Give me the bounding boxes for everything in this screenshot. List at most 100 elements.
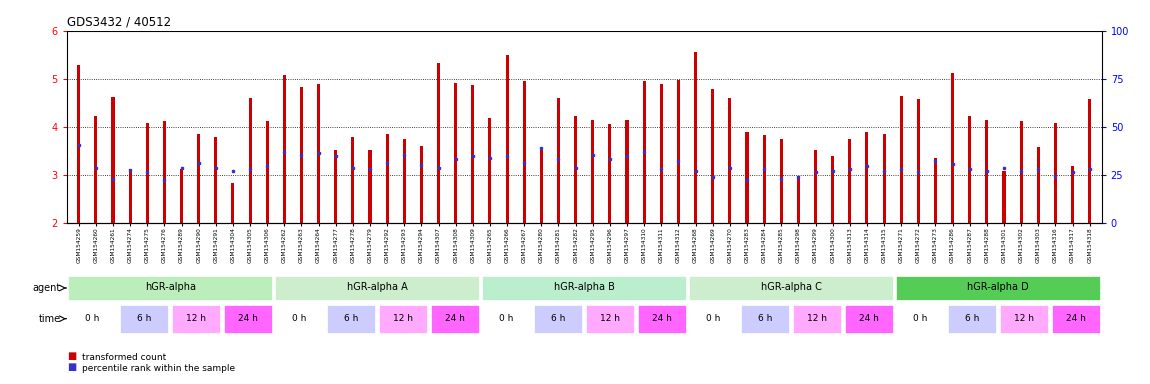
Bar: [437, 63, 440, 223]
Bar: [1071, 166, 1074, 223]
Bar: [968, 116, 972, 223]
Bar: [899, 96, 903, 223]
Bar: [695, 52, 697, 223]
Bar: [866, 131, 868, 223]
Bar: [129, 169, 131, 223]
Bar: [327, 305, 375, 333]
Text: 6 h: 6 h: [965, 314, 980, 323]
Bar: [1020, 121, 1022, 223]
Bar: [574, 116, 577, 223]
Bar: [214, 137, 217, 223]
Bar: [385, 134, 389, 223]
Bar: [831, 156, 834, 223]
Bar: [69, 305, 117, 333]
Bar: [483, 276, 687, 300]
Text: 24 h: 24 h: [238, 314, 258, 323]
Bar: [690, 276, 894, 300]
Bar: [797, 176, 800, 223]
Bar: [643, 81, 645, 223]
Text: 24 h: 24 h: [1066, 314, 1086, 323]
Text: agent: agent: [32, 283, 61, 293]
Bar: [283, 75, 286, 223]
Bar: [638, 305, 685, 333]
Bar: [711, 89, 714, 223]
Text: 0 h: 0 h: [706, 314, 721, 323]
Bar: [69, 276, 273, 300]
Bar: [454, 83, 458, 223]
Bar: [586, 305, 635, 333]
Text: 12 h: 12 h: [393, 314, 413, 323]
Bar: [780, 139, 783, 223]
Bar: [483, 305, 531, 333]
Bar: [793, 305, 842, 333]
Text: 12 h: 12 h: [186, 314, 206, 323]
Bar: [430, 305, 480, 333]
Text: percentile rank within the sample: percentile rank within the sample: [82, 364, 235, 373]
Bar: [762, 136, 766, 223]
Bar: [197, 134, 200, 223]
Bar: [882, 134, 886, 223]
Text: ■: ■: [67, 351, 76, 361]
Bar: [300, 88, 302, 223]
Text: GDS3432 / 40512: GDS3432 / 40512: [67, 15, 171, 28]
Bar: [897, 276, 1101, 300]
Text: hGR-alpha: hGR-alpha: [145, 283, 196, 293]
Bar: [472, 85, 474, 223]
Bar: [112, 97, 115, 223]
Bar: [745, 132, 749, 223]
Bar: [351, 137, 354, 223]
Bar: [986, 119, 989, 223]
Bar: [368, 150, 371, 223]
Bar: [849, 139, 851, 223]
Text: 12 h: 12 h: [600, 314, 620, 323]
Bar: [949, 305, 996, 333]
Text: 0 h: 0 h: [85, 314, 100, 323]
Bar: [539, 150, 543, 223]
Text: 0 h: 0 h: [913, 314, 928, 323]
Bar: [557, 98, 560, 223]
Bar: [917, 99, 920, 223]
Bar: [608, 124, 612, 223]
Bar: [535, 305, 583, 333]
Bar: [1088, 99, 1091, 223]
Bar: [626, 119, 629, 223]
Text: 24 h: 24 h: [859, 314, 879, 323]
Bar: [172, 305, 221, 333]
Bar: [934, 158, 937, 223]
Bar: [1051, 305, 1099, 333]
Bar: [677, 80, 680, 223]
Bar: [94, 116, 98, 223]
Text: time: time: [39, 314, 61, 324]
Text: ■: ■: [67, 362, 76, 372]
Bar: [1053, 123, 1057, 223]
Bar: [1003, 171, 1005, 223]
Bar: [121, 305, 169, 333]
Bar: [402, 139, 406, 223]
Text: hGR-alpha A: hGR-alpha A: [347, 283, 407, 293]
Bar: [179, 169, 183, 223]
Bar: [77, 65, 81, 223]
Bar: [506, 55, 508, 223]
Bar: [276, 276, 480, 300]
Text: 0 h: 0 h: [499, 314, 514, 323]
Bar: [335, 150, 337, 223]
Bar: [897, 305, 945, 333]
Bar: [690, 305, 738, 333]
Text: transformed count: transformed count: [82, 353, 166, 362]
Bar: [844, 305, 894, 333]
Bar: [591, 119, 595, 223]
Bar: [248, 98, 252, 223]
Text: 6 h: 6 h: [758, 314, 773, 323]
Bar: [380, 305, 428, 333]
Bar: [1000, 305, 1049, 333]
Bar: [276, 305, 324, 333]
Bar: [420, 146, 423, 223]
Text: hGR-alpha D: hGR-alpha D: [967, 283, 1029, 293]
Bar: [223, 305, 273, 333]
Bar: [163, 121, 166, 223]
Bar: [660, 84, 662, 223]
Bar: [489, 118, 491, 223]
Bar: [814, 150, 816, 223]
Text: 0 h: 0 h: [292, 314, 307, 323]
Text: 6 h: 6 h: [551, 314, 566, 323]
